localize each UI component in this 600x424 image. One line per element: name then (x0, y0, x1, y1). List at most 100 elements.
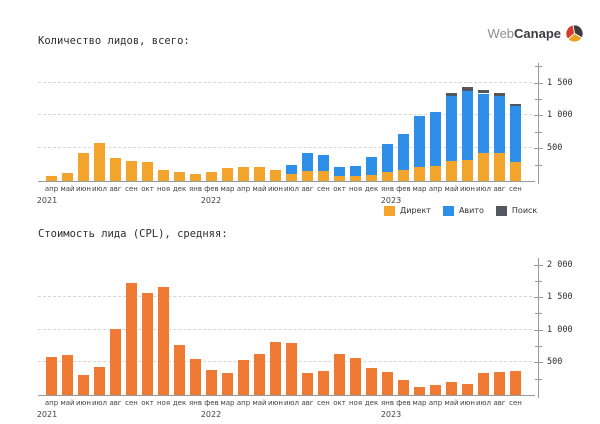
bar-segment-cpl (190, 358, 201, 395)
bar-segment-директ (46, 176, 57, 181)
x-axis-month-label: янв (189, 399, 202, 407)
bar-segment-директ (126, 161, 137, 181)
bar-segment-поиск (494, 93, 505, 97)
x-axis-month-label: окт (141, 185, 154, 193)
x-axis-year-label: 2023 (380, 410, 402, 419)
y-axis-major-tick (534, 297, 543, 299)
webcanape-swirl-icon (565, 24, 584, 43)
x-axis-month-label: сен (317, 185, 330, 193)
x-axis-month-label: мар (412, 399, 427, 407)
x-axis-month-label: фев (204, 185, 219, 193)
bar-segment-директ (462, 160, 473, 181)
bar-segment-директ (206, 172, 217, 181)
gridline (38, 114, 532, 116)
y-axis-major-tick (534, 148, 543, 150)
bar-segment-cpl (238, 359, 249, 395)
bar-segment-поиск (462, 86, 473, 91)
bar-segment-директ (142, 162, 153, 181)
x-axis-month-label: сен (509, 399, 522, 407)
bar-segment-директ (398, 169, 409, 181)
x-axis-month-label: апр (236, 399, 251, 407)
x-axis-month-label: авг (109, 185, 122, 193)
x-axis-year-label: 2022 (200, 196, 222, 205)
x-axis-month-label: сен (125, 399, 138, 407)
bar-segment-директ (478, 152, 489, 181)
bar-segment-авито (350, 165, 361, 177)
x-axis-month-label: мар (412, 185, 427, 193)
bar-segment-авито (446, 96, 457, 162)
y-axis-minor-tick (535, 378, 542, 380)
bar-segment-авито (334, 166, 345, 177)
y-axis-tick-label: 1 000 (547, 110, 573, 121)
bar-segment-cpl (350, 358, 361, 395)
legend-label: Авито (458, 206, 484, 215)
bar-segment-cpl (462, 384, 473, 395)
y-axis-major-tick (534, 264, 543, 266)
bar-segment-директ (382, 171, 393, 181)
leads-chart-legend: Директ Авито Поиск (384, 206, 537, 216)
y-axis-tick-label: 500 (547, 357, 563, 368)
bar-segment-директ (366, 175, 377, 181)
y-axis-minor-tick (535, 66, 542, 68)
x-axis-month-label: янв (381, 185, 394, 193)
x-axis-month-label: апр (44, 399, 59, 407)
x-axis-month-label: май (252, 399, 267, 407)
bar-segment-cpl (270, 342, 281, 395)
bar-segment-cpl (222, 372, 233, 395)
x-axis-month-label: дек (172, 399, 187, 407)
leads-chart-title: Количество лидов, всего: (38, 35, 190, 47)
bar-segment-cpl (78, 375, 89, 395)
bar-segment-авито (398, 134, 409, 170)
x-axis-month-label: ноя (348, 399, 363, 407)
bar-segment-поиск (510, 103, 521, 106)
x-axis-month-label: фев (204, 399, 219, 407)
bar-segment-директ (254, 166, 265, 181)
bar-segment-cpl (302, 372, 313, 395)
bar-segment-cpl (366, 368, 377, 395)
y-axis-major-tick (534, 362, 543, 364)
y-axis-line (538, 63, 539, 184)
legend-item-поиск: Поиск (495, 206, 537, 216)
bar-segment-cpl (446, 381, 457, 395)
webcanape-logo: WebCanape (488, 24, 584, 43)
x-axis-year-label: 2022 (200, 410, 222, 419)
bar-segment-авито (318, 155, 329, 171)
bar-segment-cpl (494, 371, 505, 395)
x-axis-month-label: авг (493, 399, 506, 407)
x-axis-month-label: янв (381, 399, 394, 407)
x-axis-line (38, 395, 535, 396)
x-axis-month-label: май (444, 399, 459, 407)
x-axis-month-label: май (252, 185, 267, 193)
x-axis-month-label: июн (75, 185, 92, 193)
x-axis-month-label: апр (428, 399, 443, 407)
x-axis-month-label: апр (236, 185, 251, 193)
x-axis-month-label: июл (476, 399, 491, 407)
bar-segment-cpl (398, 380, 409, 395)
bar-segment-cpl (126, 283, 137, 395)
x-axis-month-label: июн (459, 185, 476, 193)
y-axis-tick-label: 2 000 (547, 259, 573, 270)
bar-segment-cpl (334, 353, 345, 395)
x-axis-month-label: сен (317, 399, 330, 407)
bar-segment-авито (414, 116, 425, 167)
bar-segment-авито (510, 105, 521, 162)
bar-segment-директ (510, 161, 521, 181)
bar-segment-cpl (206, 369, 217, 395)
bar-segment-директ (94, 142, 105, 181)
x-axis-month-label: ноя (156, 399, 171, 407)
y-axis-tick-label: 1 500 (547, 77, 573, 88)
bar-segment-авито (494, 96, 505, 153)
bar-segment-cpl (142, 292, 153, 395)
x-axis-month-label: май (60, 399, 75, 407)
x-axis-month-label: дек (364, 399, 379, 407)
leads-chart (38, 63, 535, 182)
bar-segment-cpl (382, 372, 393, 395)
y-axis-major-tick (534, 115, 543, 117)
y-axis-minor-tick (535, 313, 542, 315)
bar-segment-поиск (446, 93, 457, 97)
x-axis-month-label: фев (396, 185, 411, 193)
bar-segment-директ (430, 166, 441, 181)
bar-segment-cpl (430, 384, 441, 395)
y-axis-minor-tick (535, 131, 542, 133)
x-axis-month-label: ноя (156, 185, 171, 193)
